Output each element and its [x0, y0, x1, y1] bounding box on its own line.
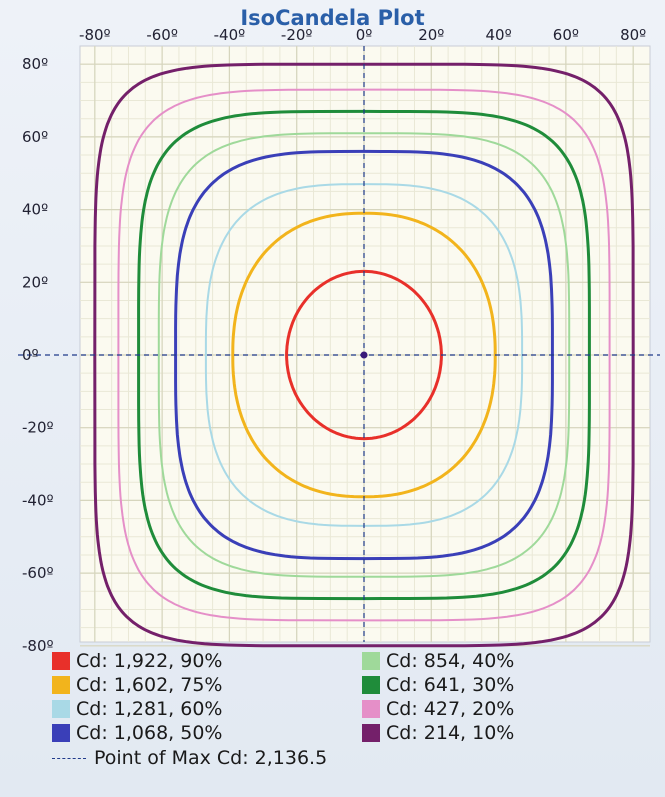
contour-2	[231, 211, 497, 499]
legend-label: Cd: 641, 30%	[386, 674, 515, 696]
x-tick-label: -80º	[79, 26, 111, 44]
legend-label: Cd: 1,602, 75%	[76, 674, 223, 696]
contour-1	[285, 269, 443, 441]
y-tick-label: 40º	[22, 201, 48, 219]
legend-item: Cd: 1,068, 50%	[52, 722, 222, 744]
legend-item: Cd: 214, 10%	[362, 722, 514, 744]
max-point-marker	[360, 351, 368, 359]
legend-label: Cd: 1,922, 90%	[76, 650, 223, 672]
legend-label: Cd: 1,068, 50%	[76, 722, 223, 744]
legend-label: Cd: 854, 40%	[386, 650, 515, 672]
y-tick-label: 0º	[22, 346, 39, 364]
legend-swatch	[52, 700, 70, 718]
y-tick-label: 20º	[22, 273, 48, 291]
legend-swatch	[52, 652, 70, 670]
legend-swatch	[52, 676, 70, 694]
legend-swatch	[362, 652, 380, 670]
y-tick-label: -60º	[22, 564, 54, 582]
legend-item: Cd: 427, 20%	[362, 698, 514, 720]
legend-item: Cd: 641, 30%	[362, 674, 514, 696]
legend-dash-line	[52, 757, 86, 759]
legend-item: Cd: 1,281, 60%	[52, 698, 222, 720]
legend-item: Cd: 1,922, 90%	[52, 650, 222, 672]
legend-label: Cd: 214, 10%	[386, 722, 515, 744]
legend-label: Point of Max Cd: 2,136.5	[94, 747, 328, 769]
legend-label: Cd: 427, 20%	[386, 698, 515, 720]
chart-title: IsoCandela Plot	[240, 6, 425, 30]
x-tick-label: 60º	[553, 26, 579, 44]
x-tick-label: -60º	[146, 26, 178, 44]
x-tick-label: -20º	[281, 26, 313, 44]
legend-swatch	[362, 724, 380, 742]
x-tick-label: 80º	[620, 26, 646, 44]
legend-item: Cd: 1,602, 75%	[52, 674, 222, 696]
legend: Cd: 1,922, 90% Cd: 1,602, 75% Cd: 1,281, 6…	[44, 650, 644, 796]
legend-swatch	[52, 724, 70, 742]
x-tick-label: 20º	[418, 26, 444, 44]
y-tick-label: -40º	[22, 491, 54, 509]
x-tick-label: 0º	[356, 26, 373, 44]
legend-swatch	[362, 700, 380, 718]
x-tick-label: -40º	[214, 26, 246, 44]
y-tick-label: 60º	[22, 128, 48, 146]
legend-item: Cd: 854, 40%	[362, 650, 514, 672]
legend-label: Cd: 1,281, 60%	[76, 698, 223, 720]
x-tick-label: 40º	[486, 26, 512, 44]
contour-5	[157, 132, 571, 578]
legend-swatch	[362, 676, 380, 694]
contour-3	[204, 183, 524, 527]
y-tick-label: -20º	[22, 419, 54, 437]
y-tick-label: -80º	[22, 637, 54, 655]
legend-item-max-point: Point of Max Cd: 2,136.5	[52, 747, 327, 769]
y-tick-label: 80º	[22, 55, 48, 73]
